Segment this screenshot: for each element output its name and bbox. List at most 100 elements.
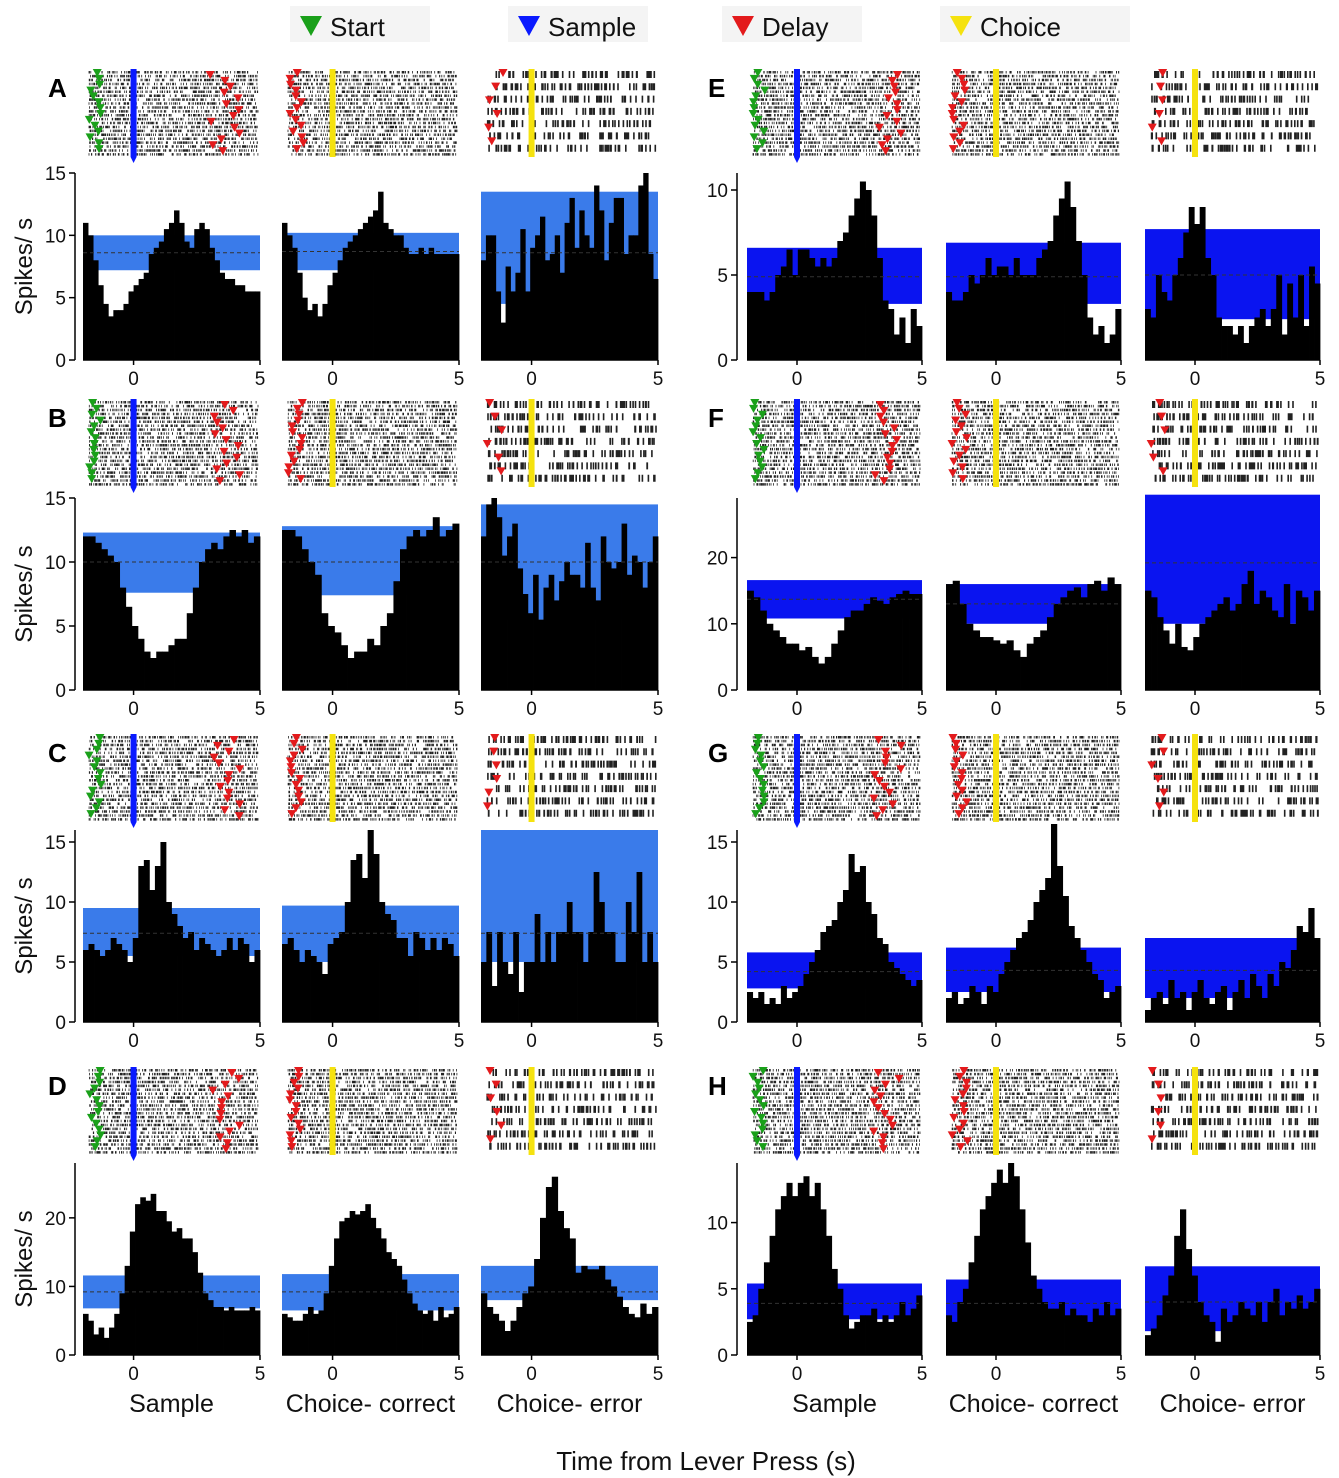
histogram-bar	[1092, 1308, 1099, 1355]
histogram-bar	[327, 626, 335, 690]
spike-row	[754, 471, 921, 474]
histogram-bar	[441, 938, 448, 1022]
spike-row	[951, 736, 1119, 739]
spike-row	[951, 117, 1116, 121]
delay-marker	[874, 123, 884, 132]
spike-row	[954, 121, 1119, 125]
histogram-bar	[209, 247, 215, 360]
spike-row	[952, 129, 1119, 133]
delay-marker	[956, 422, 966, 431]
histogram-bar	[915, 594, 923, 690]
raster	[482, 734, 657, 822]
histogram-bar	[214, 260, 220, 360]
spike-row	[287, 782, 457, 786]
histogram-bar	[859, 181, 866, 360]
start-marker	[93, 1108, 103, 1116]
spike-row	[287, 416, 455, 420]
x-tick-label: 5	[1315, 1364, 1326, 1385]
histogram-bar	[747, 992, 754, 1022]
histogram-bar	[1107, 577, 1115, 690]
x-tick-label: 5	[653, 1031, 664, 1052]
histogram-bar	[1174, 998, 1181, 1022]
histogram-bar	[871, 1308, 878, 1355]
histogram-bar	[752, 1315, 759, 1355]
histogram-bar	[545, 932, 552, 1022]
histogram-bar	[599, 1265, 606, 1355]
y-tick-label: 0	[717, 681, 728, 702]
histogram-bar	[448, 254, 455, 360]
x-tick-label: 0	[327, 1031, 338, 1052]
spike-row	[287, 145, 456, 148]
raster	[1147, 1067, 1319, 1155]
histogram-bar	[1205, 617, 1212, 690]
histogram-bar	[842, 890, 850, 1022]
x-tick-label: 5	[454, 369, 465, 390]
spike-row	[952, 86, 1116, 90]
spike-row	[287, 82, 457, 86]
histogram-bar	[998, 974, 1005, 1022]
choice-marker	[993, 734, 999, 822]
histogram-bar	[1237, 326, 1244, 360]
histogram-bar	[481, 1293, 488, 1355]
spike-row	[753, 408, 921, 412]
sample-marker-tip	[794, 157, 800, 163]
delay-marker	[887, 76, 897, 85]
delay-marker	[880, 759, 890, 768]
spike-row	[88, 153, 259, 156]
delay-marker	[482, 440, 492, 448]
spike-row	[288, 451, 453, 455]
spike-row	[953, 751, 1117, 755]
start-marker	[755, 775, 765, 783]
histogram-bar	[490, 235, 497, 360]
delay-marker	[882, 135, 892, 144]
histogram-bar	[1168, 980, 1175, 1022]
histogram-bar	[254, 291, 261, 360]
histogram-bar	[831, 643, 839, 690]
histogram-bar	[1197, 980, 1204, 1022]
spike-row	[753, 86, 915, 90]
spike-row	[1150, 132, 1311, 140]
spike-row	[952, 78, 1119, 82]
start-marker	[757, 786, 767, 795]
delay-marker	[496, 467, 506, 476]
spike-row	[287, 767, 458, 770]
histogram-bar	[603, 260, 610, 360]
histogram-bar	[842, 1315, 850, 1355]
delay-marker	[297, 745, 307, 754]
delay-marker	[216, 1110, 226, 1118]
histogram-bar	[98, 285, 104, 360]
spike-row	[89, 483, 258, 486]
histogram-bar	[1265, 597, 1273, 690]
legend-marker-start	[300, 16, 322, 36]
spike-row	[752, 1072, 920, 1076]
raster	[947, 1067, 1120, 1155]
spike-row	[1153, 772, 1318, 780]
histogram-bar	[481, 962, 487, 1022]
delay-marker	[234, 1121, 244, 1130]
spike-row	[755, 78, 920, 82]
histogram-bar	[1064, 181, 1071, 360]
raster	[1147, 734, 1319, 822]
spike-row	[288, 1072, 458, 1076]
histogram-bar	[213, 1307, 219, 1355]
delay-marker	[1147, 761, 1157, 770]
spike-row	[951, 802, 1120, 805]
spike-row	[952, 1131, 1119, 1134]
histogram-bar	[1033, 637, 1041, 690]
histogram-bar	[1238, 1302, 1245, 1355]
spike-row	[754, 129, 920, 133]
histogram-bar	[1068, 926, 1075, 1022]
choice-marker	[1192, 734, 1198, 822]
histogram-bar	[107, 555, 114, 690]
histogram-bar	[517, 568, 524, 690]
histogram-bar	[507, 974, 514, 1022]
delay-marker	[220, 401, 230, 409]
start-marker	[749, 133, 759, 142]
delay-marker	[293, 1119, 303, 1128]
spike-row	[89, 129, 257, 133]
delay-marker	[1159, 747, 1169, 756]
delay-marker	[955, 1072, 965, 1081]
delay-marker	[212, 741, 222, 750]
